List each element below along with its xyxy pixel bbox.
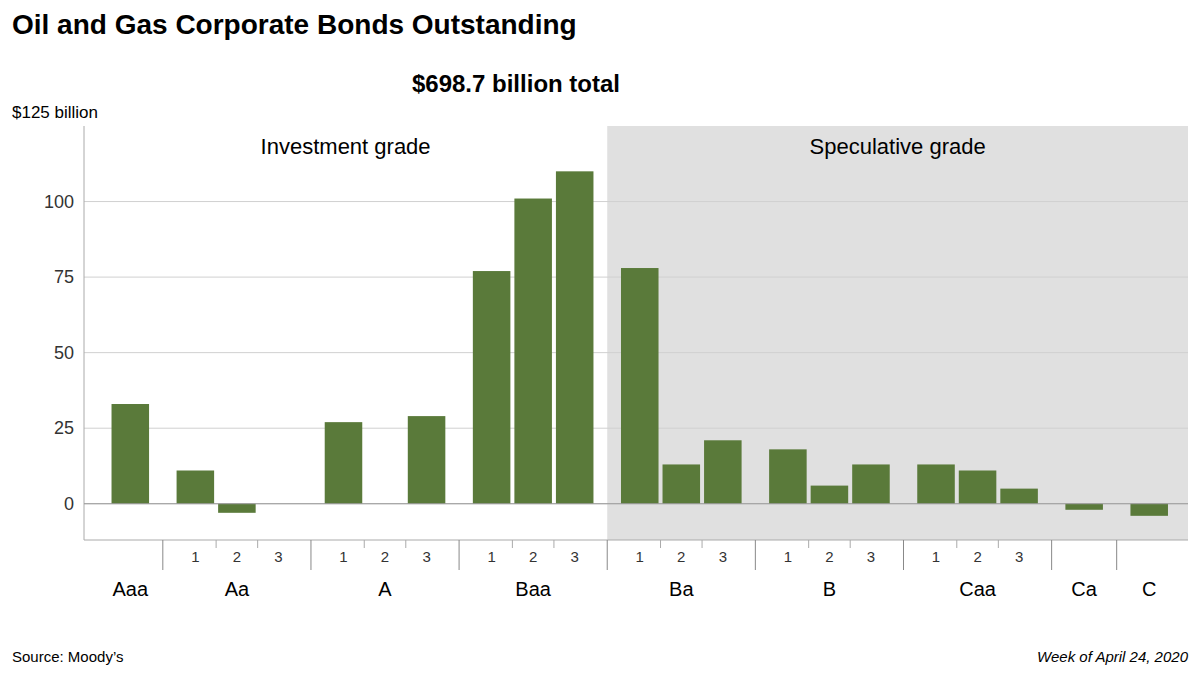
group-separator bbox=[1116, 540, 1117, 570]
bar-separator bbox=[257, 540, 258, 548]
group-label: Baa bbox=[515, 578, 551, 600]
bar bbox=[218, 504, 256, 513]
zero-line bbox=[84, 503, 1188, 504]
x-sub-label: 1 bbox=[339, 548, 347, 565]
region-band bbox=[607, 126, 1188, 540]
bar-separator bbox=[512, 540, 513, 548]
y-tick-label: 0 bbox=[64, 494, 74, 514]
group-label: C bbox=[1142, 578, 1156, 600]
bar bbox=[959, 470, 997, 503]
x-sub-label: 1 bbox=[932, 548, 940, 565]
x-sub-label: 3 bbox=[867, 548, 875, 565]
group-separator bbox=[755, 540, 756, 570]
grid-line bbox=[84, 503, 1188, 504]
bar bbox=[473, 271, 511, 504]
group-label: B bbox=[823, 578, 836, 600]
x-sub-label: 3 bbox=[422, 548, 430, 565]
bar bbox=[1130, 504, 1168, 516]
bar bbox=[1000, 489, 1038, 504]
bar-separator bbox=[702, 540, 703, 548]
x-sub-label: 1 bbox=[636, 548, 644, 565]
grid-line bbox=[84, 201, 1188, 202]
x-sub-label: 3 bbox=[719, 548, 727, 565]
x-sub-label: 1 bbox=[784, 548, 792, 565]
bars bbox=[112, 171, 1168, 515]
bar bbox=[408, 416, 446, 504]
x-sub-label: 2 bbox=[677, 548, 685, 565]
group-separator bbox=[310, 540, 311, 570]
group-label: A bbox=[378, 578, 392, 600]
x-sub-label: 3 bbox=[274, 548, 282, 565]
x-sub-label: 2 bbox=[529, 548, 537, 565]
bar bbox=[514, 199, 552, 504]
chart-container: 0 25 50 75 100 Investment grade Speculative gr… bbox=[0, 0, 1200, 675]
group-label: Caa bbox=[959, 578, 997, 600]
bar-separator bbox=[405, 540, 406, 548]
x-sub-label: 1 bbox=[487, 548, 495, 565]
bar-separator bbox=[998, 540, 999, 548]
group-separator bbox=[903, 540, 904, 570]
bar-separator bbox=[808, 540, 809, 548]
y-axis-line bbox=[84, 126, 85, 540]
bar bbox=[621, 268, 659, 504]
bar bbox=[177, 470, 215, 503]
bar bbox=[112, 404, 150, 504]
x-sub-label: 2 bbox=[973, 548, 981, 565]
y-tick-label: 75 bbox=[54, 267, 74, 287]
x-axis-line bbox=[84, 540, 1188, 541]
source: Source: Moody’s bbox=[12, 648, 123, 665]
y-tick-label: 25 bbox=[54, 418, 74, 438]
bar bbox=[325, 422, 363, 504]
group-separator bbox=[162, 540, 163, 570]
group-separator bbox=[459, 540, 460, 570]
x-sub-label: 3 bbox=[571, 548, 579, 565]
bar-separator bbox=[553, 540, 554, 548]
y-tick-label: 50 bbox=[54, 343, 74, 363]
bar bbox=[704, 440, 742, 503]
group-label: Ba bbox=[669, 578, 694, 600]
subtitle: $698.7 billion total bbox=[412, 70, 620, 97]
group-label: Ca bbox=[1071, 578, 1097, 600]
bar bbox=[1065, 504, 1103, 510]
date: Week of April 24, 2020 bbox=[1037, 648, 1189, 665]
bar-separator bbox=[216, 540, 217, 548]
x-sub-label: 1 bbox=[191, 548, 199, 565]
group-separator bbox=[1051, 540, 1052, 570]
bar-separator bbox=[660, 540, 661, 548]
group-label: Aa bbox=[225, 578, 250, 600]
x-sub-label: 3 bbox=[1015, 548, 1023, 565]
x-sub-label: 2 bbox=[381, 548, 389, 565]
title: Oil and Gas Corporate Bonds Outstanding bbox=[12, 9, 577, 40]
bar bbox=[917, 464, 955, 503]
group-separator bbox=[607, 540, 608, 570]
y-axis-label: $125 billion bbox=[12, 103, 98, 122]
chart: 0 25 50 75 100 Investment grade Speculative gr… bbox=[0, 0, 1200, 675]
bar bbox=[556, 171, 594, 503]
y-tick-label: 100 bbox=[44, 192, 74, 212]
bar-separator bbox=[850, 540, 851, 548]
region-label: Speculative grade bbox=[810, 134, 986, 159]
group-label: Aaa bbox=[112, 578, 148, 600]
bar-separator bbox=[364, 540, 365, 548]
bar bbox=[663, 464, 701, 503]
x-sub-label: 2 bbox=[825, 548, 833, 565]
bar-separator bbox=[956, 540, 957, 548]
x-sub-label: 2 bbox=[233, 548, 241, 565]
region-label: Investment grade bbox=[261, 134, 431, 159]
bar bbox=[852, 464, 890, 503]
background bbox=[0, 0, 1200, 675]
bar bbox=[769, 449, 807, 503]
bar bbox=[811, 486, 849, 504]
